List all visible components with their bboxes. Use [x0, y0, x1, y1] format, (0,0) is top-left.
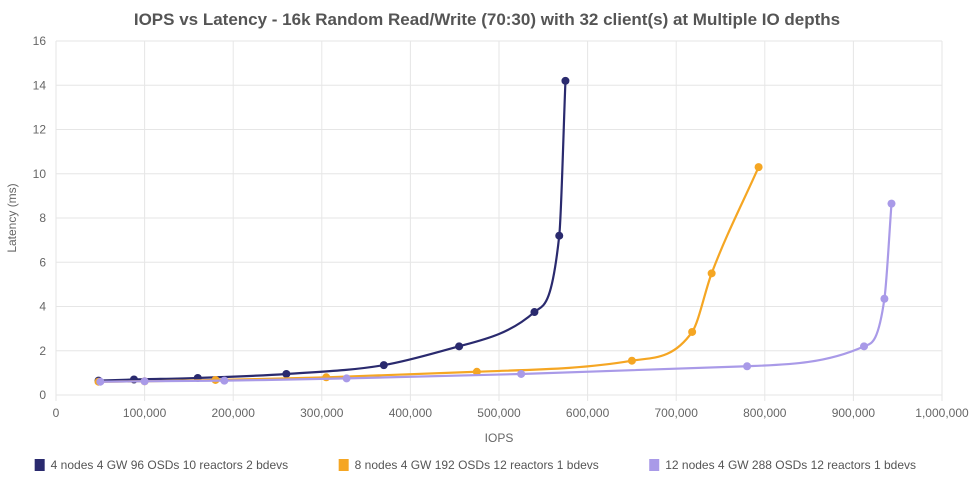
- data-point[interactable]: [887, 199, 896, 208]
- series-line: [98, 166, 760, 383]
- data-point[interactable]: [472, 367, 481, 376]
- data-point[interactable]: [860, 342, 869, 351]
- grid: [55, 40, 943, 401]
- legend-item[interactable]: 8 nodes 4 GW 192 OSDs 12 reactors 1 bdev…: [338, 458, 599, 472]
- series-3: [96, 199, 896, 386]
- chart-title: IOPS vs Latency - 16k Random Read/Write …: [134, 10, 840, 29]
- legend[interactable]: 4 nodes 4 GW 96 OSDs 10 reactors 2 bdevs…: [34, 458, 916, 472]
- x-tick-label: 400,000: [389, 406, 433, 420]
- y-tick-label: 8: [39, 211, 46, 225]
- data-point[interactable]: [627, 356, 636, 365]
- y-tick-label: 12: [33, 123, 47, 137]
- legend-item[interactable]: 12 nodes 4 GW 288 OSDs 12 reactors 1 bde…: [649, 458, 916, 472]
- y-tick-label: 6: [39, 255, 46, 269]
- x-tick-label: 900,000: [832, 406, 876, 420]
- data-point[interactable]: [517, 369, 526, 378]
- y-tick-label: 16: [33, 34, 47, 48]
- data-point[interactable]: [530, 308, 539, 317]
- series-1: [94, 76, 570, 385]
- legend-swatch: [34, 459, 45, 471]
- series-line: [98, 80, 567, 382]
- data-point[interactable]: [754, 163, 763, 172]
- data-point[interactable]: [96, 377, 105, 386]
- data-point[interactable]: [688, 327, 697, 336]
- x-tick-label: 300,000: [300, 406, 344, 420]
- x-tick-label: 800,000: [743, 406, 787, 420]
- x-tick-label: 600,000: [566, 406, 610, 420]
- data-point[interactable]: [220, 376, 229, 385]
- x-tick-label: 200,000: [212, 406, 256, 420]
- data-point[interactable]: [707, 269, 716, 278]
- tick-labels: 0 2 4 6 8 10 12 14 16 0 100,000 200,000 300,000 400,0…: [33, 34, 969, 420]
- x-tick-label: 0: [53, 406, 60, 420]
- y-tick-label: 4: [39, 300, 46, 314]
- legend-label: 4 nodes 4 GW 96 OSDs 10 reactors 2 bdevs: [51, 458, 288, 472]
- x-tick-label: 100,000: [123, 406, 167, 420]
- data-point[interactable]: [880, 294, 889, 303]
- series-2: [94, 163, 763, 386]
- x-tick-label: 500,000: [477, 406, 521, 420]
- y-axis-label: Latency (ms): [5, 183, 19, 252]
- x-tick-label: 1,000,000: [915, 406, 969, 420]
- series-line: [100, 203, 893, 383]
- data-point[interactable]: [561, 76, 570, 85]
- legend-item[interactable]: 4 nodes 4 GW 96 OSDs 10 reactors 2 bdevs: [34, 458, 288, 472]
- y-tick-label: 10: [33, 167, 47, 181]
- x-axis-label: IOPS: [485, 431, 514, 445]
- legend-swatch: [338, 459, 349, 471]
- y-tick-label: 0: [39, 388, 46, 402]
- series-layer: [94, 76, 896, 386]
- legend-label: 12 nodes 4 GW 288 OSDs 12 reactors 1 bde…: [665, 458, 916, 472]
- legend-swatch: [649, 459, 660, 471]
- data-point[interactable]: [282, 369, 291, 378]
- y-tick-label: 14: [33, 78, 47, 92]
- data-point[interactable]: [455, 342, 464, 351]
- x-tick-label: 700,000: [655, 406, 699, 420]
- data-point[interactable]: [342, 374, 351, 383]
- data-point[interactable]: [743, 362, 752, 371]
- data-point[interactable]: [140, 377, 149, 386]
- y-tick-label: 2: [39, 344, 46, 358]
- data-point[interactable]: [322, 373, 331, 382]
- data-point[interactable]: [379, 361, 388, 370]
- data-point[interactable]: [555, 231, 564, 240]
- legend-label: 8 nodes 4 GW 192 OSDs 12 reactors 1 bdev…: [355, 458, 599, 472]
